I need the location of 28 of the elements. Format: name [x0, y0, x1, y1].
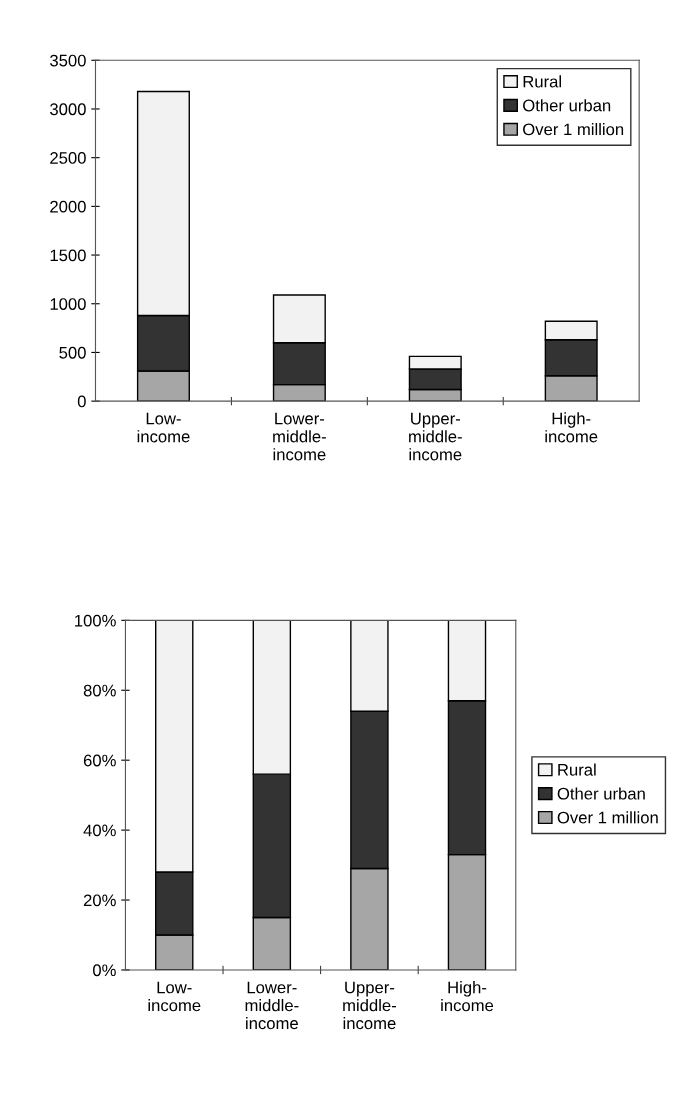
x-tick-label: High- income: [545, 412, 598, 443]
y-tick-label: 0: [77, 395, 86, 408]
x-tick-label: Low- income: [148, 981, 201, 1012]
x-tick-label: Upper- middle- income: [409, 412, 462, 461]
x-tick-label: Upper- middle- income: [343, 981, 396, 1030]
y-tick-label: 60%: [83, 754, 116, 767]
legend-label: Rural: [523, 75, 561, 88]
y-tick-label: 3000: [50, 103, 86, 116]
x-tick-label: High- income: [441, 981, 494, 1012]
y-tick-label: 100%: [75, 614, 116, 627]
y-tick-label: 1500: [50, 249, 86, 262]
y-tick-label: 3500: [50, 54, 86, 67]
y-tick-label: 2000: [50, 200, 86, 213]
y-tick-label: 0%: [92, 964, 116, 977]
y-tick-label: 20%: [83, 894, 116, 907]
legend-label: Over 1 million: [523, 123, 624, 136]
y-tick-label: 1000: [50, 298, 86, 310]
legend-label: Other urban: [523, 99, 611, 112]
legend-label: Over 1 million: [557, 811, 658, 824]
y-tick-label: 80%: [83, 684, 116, 697]
x-tick-label: Lower- middle- income: [273, 412, 326, 461]
y-tick-label: 40%: [83, 824, 116, 837]
y-tick-label: 500: [59, 346, 86, 359]
x-tick-label: Lower- middle- income: [245, 981, 299, 1030]
legend-label: Other urban: [557, 787, 645, 800]
x-tick-label: Low- income: [137, 412, 190, 443]
legend-label: Rural: [558, 763, 596, 776]
y-tick-label: 2500: [50, 152, 86, 164]
